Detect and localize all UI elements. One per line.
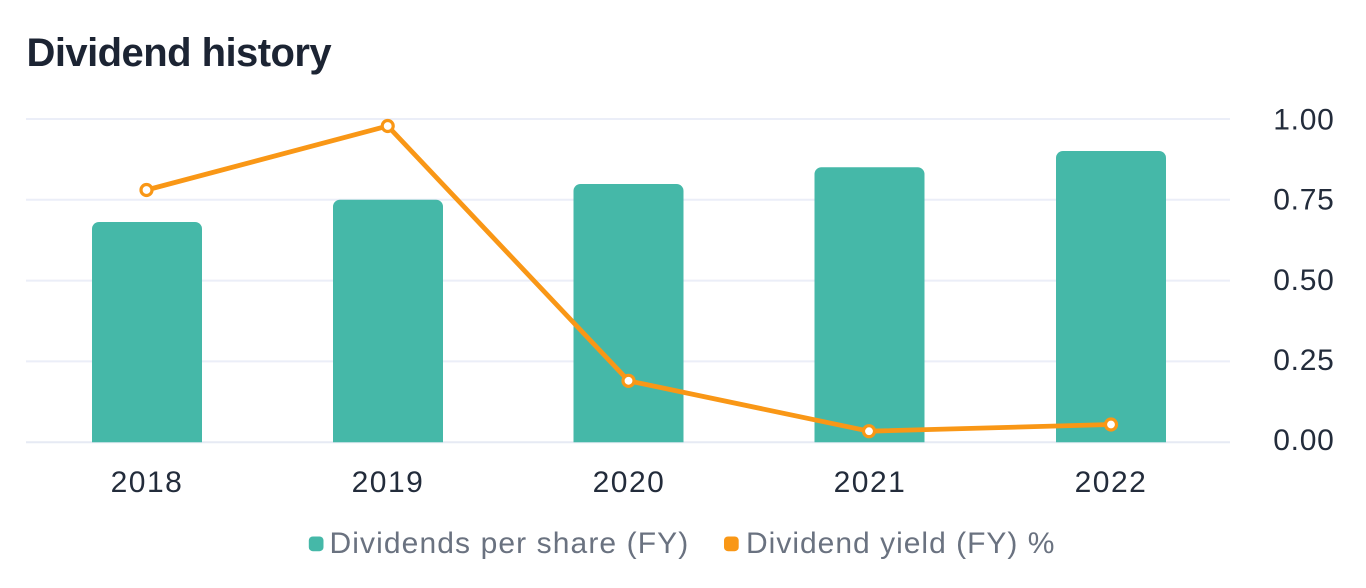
svg-text:2022: 2022 (1075, 466, 1148, 499)
svg-text:Dividend yield (FY) %: Dividend yield (FY) % (746, 527, 1055, 560)
svg-text:2019: 2019 (352, 466, 425, 499)
svg-text:Dividends per share (FY): Dividends per share (FY) (330, 527, 690, 560)
svg-text:0.25: 0.25 (1273, 344, 1334, 377)
svg-text:2020: 2020 (593, 466, 666, 499)
svg-text:0.00: 0.00 (1273, 424, 1334, 457)
svg-text:2018: 2018 (111, 466, 184, 499)
svg-text:0.75: 0.75 (1273, 184, 1334, 217)
svg-text:2021: 2021 (834, 466, 907, 499)
svg-text:0.50: 0.50 (1273, 264, 1334, 297)
svg-text:1.00: 1.00 (1273, 104, 1334, 137)
svg-text:Dividend history: Dividend history (27, 31, 333, 75)
